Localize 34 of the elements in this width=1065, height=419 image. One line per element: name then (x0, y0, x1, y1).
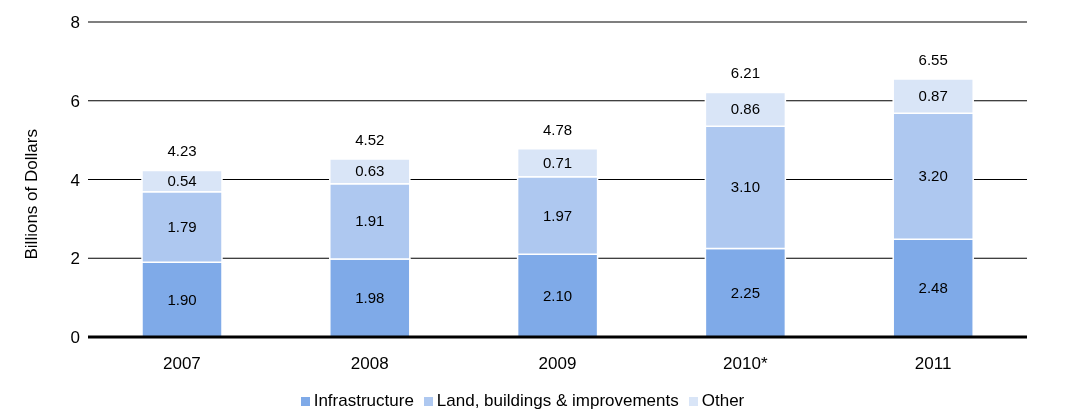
x-tick-label: 2010* (723, 354, 768, 374)
x-tick-label: 2007 (162, 354, 201, 374)
data-label: 2.10 (543, 286, 573, 304)
y-tick-label: 2 (70, 249, 80, 269)
y-tick-label: 4 (70, 170, 80, 190)
data-label: 1.90 (167, 290, 197, 308)
data-label: 2.25 (730, 283, 760, 301)
x-tick-label: 2011 (914, 354, 952, 374)
data-label: 3.20 (918, 167, 948, 185)
total-label: 6.55 (918, 51, 948, 69)
data-label: 0.63 (355, 162, 385, 180)
data-label: 2.48 (918, 279, 948, 297)
total-label: 4.23 (167, 142, 197, 160)
data-label: 0.54 (167, 172, 197, 190)
legend-label: Other (701, 391, 745, 410)
data-label: 0.71 (543, 153, 573, 171)
data-label: 1.98 (355, 289, 385, 307)
y-tick-label: 8 (70, 13, 80, 33)
total-label: 4.78 (543, 120, 573, 138)
data-label: 3.10 (730, 178, 760, 196)
data-label: 1.91 (355, 212, 385, 230)
total-label: 6.21 (730, 64, 760, 82)
legend-label: Infrastructure (313, 391, 414, 410)
total-label: 4.52 (355, 131, 385, 149)
y-axis-title: Billions of Dollars (22, 129, 42, 260)
y-tick-label: 6 (70, 91, 80, 111)
data-label: 1.79 (167, 217, 197, 235)
data-label: 1.97 (543, 206, 573, 224)
legend-label: Land, buildings & improvements (436, 391, 679, 410)
x-tick-label: 2008 (350, 354, 389, 374)
x-tick-label: 2009 (538, 354, 577, 374)
data-label: 0.87 (918, 87, 948, 105)
data-label: 0.86 (730, 100, 760, 118)
y-tick-label: 0 (70, 328, 80, 348)
